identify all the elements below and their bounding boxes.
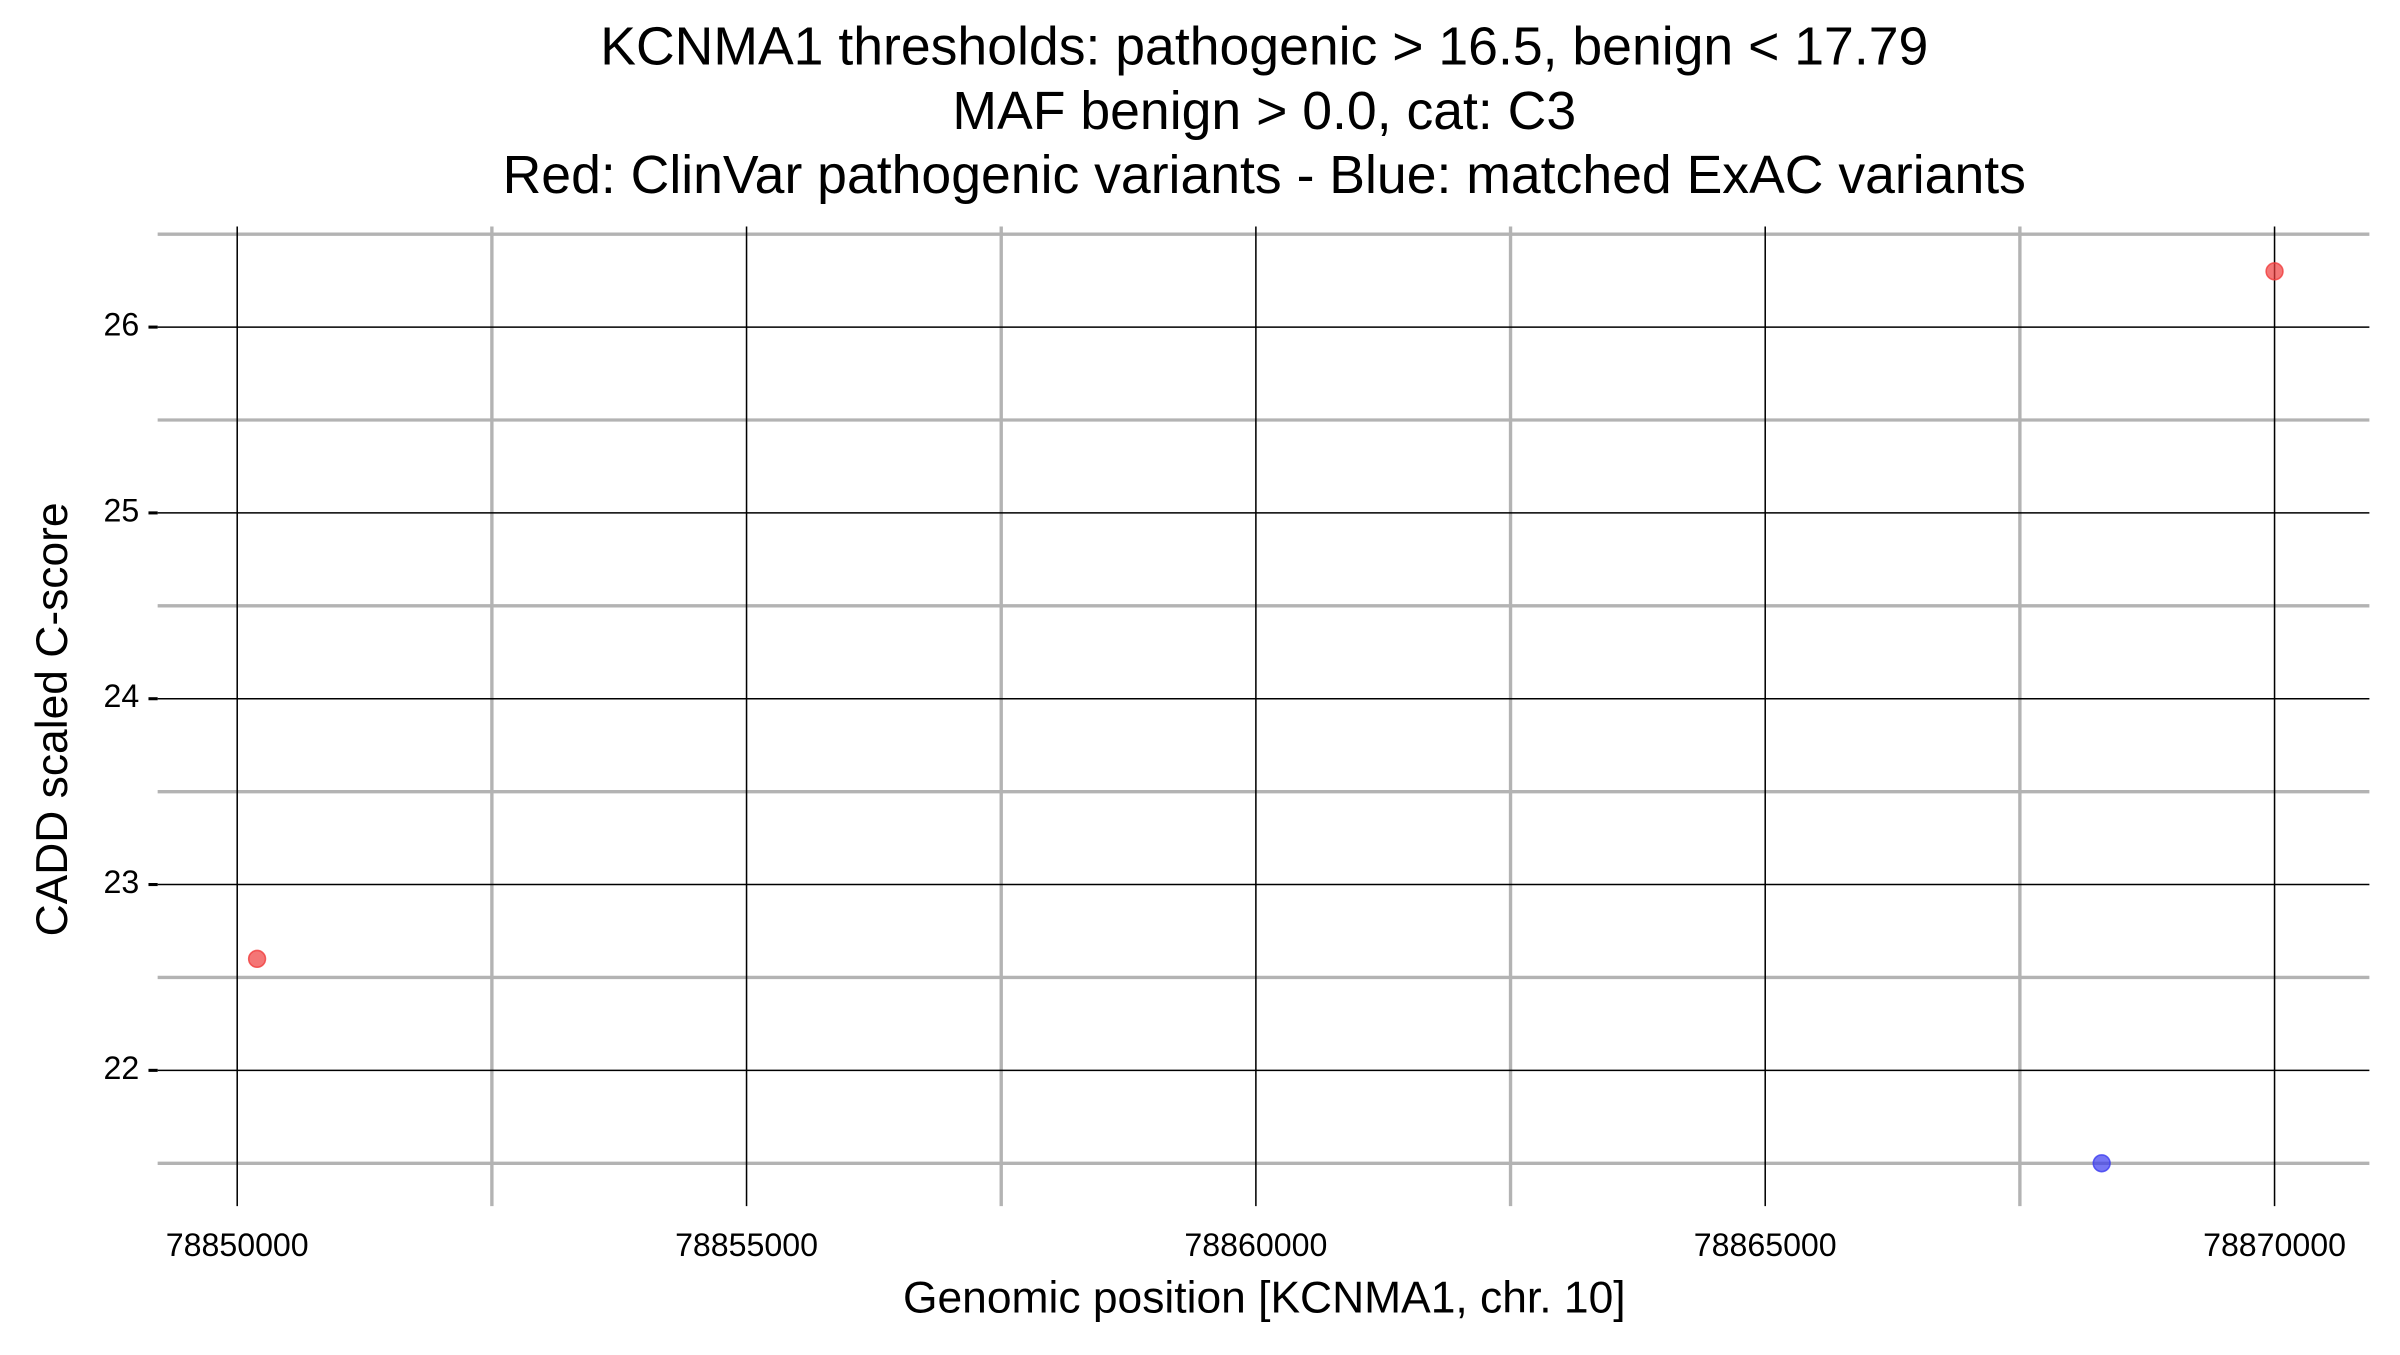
y-axis-label: CADD scaled C-score [28, 502, 77, 936]
y-tick-label: 23 [104, 864, 140, 900]
x-tick-label: 78850000 [166, 1227, 309, 1263]
y-tick-label: 22 [104, 1050, 140, 1086]
point [247, 949, 267, 969]
x-tick-label: 78860000 [1184, 1227, 1327, 1263]
x-axis-label: Genomic position [KCNMA1, chr. 10] [903, 1274, 1626, 1323]
x-tick-label: 78870000 [2203, 1227, 2346, 1263]
y-tick-label: 24 [104, 678, 140, 714]
y-tick-label: 25 [104, 492, 140, 528]
x-tick-label: 78855000 [675, 1227, 818, 1263]
chart-title: MAF benign > 0.0, cat: C3 [952, 82, 1576, 141]
chart-title: KCNMA1 thresholds: pathogenic > 16.5, be… [600, 18, 1928, 77]
chart-title: Red: ClinVar pathogenic variants - Blue:… [503, 146, 2026, 205]
y-tick-label: 26 [104, 307, 140, 343]
point [2092, 1154, 2111, 1173]
point [2265, 262, 2284, 281]
x-tick-label: 78865000 [1694, 1227, 1837, 1263]
